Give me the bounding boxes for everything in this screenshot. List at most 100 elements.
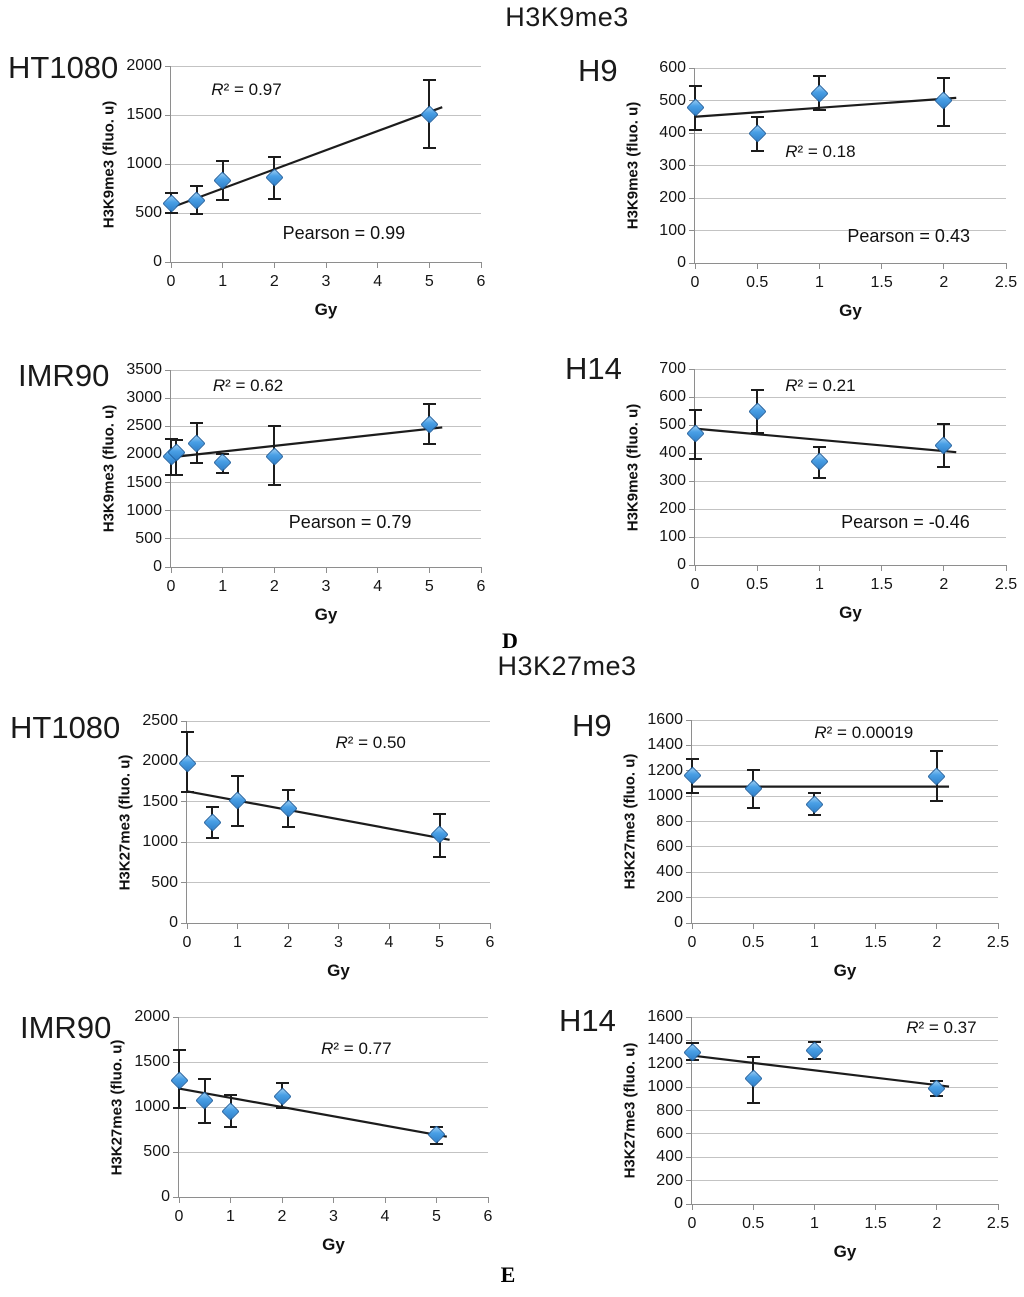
x-axis-tick [222,567,224,573]
x-tick-label: 4 [380,1208,390,1225]
error-bar-cap-bottom [169,474,183,477]
error-bar-cap-bottom [812,109,826,112]
y-tick-label: 1000 [134,1098,170,1115]
x-tick-label: 2 [939,274,949,291]
y-tick-label: 600 [656,1124,683,1142]
y-gridline [695,132,1006,134]
y-gridline [692,1156,998,1158]
x-axis-tick [936,1204,938,1210]
y-tick-label: 1500 [142,792,178,810]
y-axis-tick [686,719,692,721]
y-tick-label: 800 [656,812,683,830]
panel-e-title: H3K27me3 [497,651,637,681]
y-axis-title: H3K27me3 (fluo. u) [108,1039,126,1175]
y-gridline [171,397,481,399]
r-squared-label: R² = 0.00019 [814,723,914,743]
data-point-marker [265,168,284,187]
error-bar-cap-bottom [172,1107,186,1110]
error-bar-cap-top [937,423,951,426]
y-tick-label: 2000 [126,445,162,463]
data-point-marker [685,424,705,444]
x-tick-label: 1 [218,273,228,290]
y-tick-label: 200 [659,500,686,517]
y-axis-tick [165,114,171,116]
y-tick-label: 2000 [142,752,178,770]
y-axis-tick [686,1180,692,1182]
data-point-marker [805,795,824,814]
x-tick-label: 4 [373,273,383,290]
error-bar-cap-bottom [746,806,760,809]
x-axis-title: Gy [327,961,350,980]
cell-line-label-h14-k9: H14 [565,351,622,386]
x-tick-label: 3 [321,578,331,595]
error-bar-cap-top [746,1055,760,1058]
pearson-label: Pearson = 0.99 [282,222,406,243]
y-gridline [187,882,490,884]
error-bar-cap-bottom [216,199,230,202]
x-axis-tick [813,1204,815,1210]
y-tick-label: 0 [674,914,683,931]
y-axis-title: H3K9me3 (fluo. u) [624,101,642,230]
error-bar-cap-bottom [190,462,204,465]
y-axis-tick [686,1110,692,1111]
error-bar-cap-bottom [275,1107,289,1110]
y-axis-tick [689,132,695,134]
error-bar-cap-top [422,402,436,405]
x-axis-tick [756,565,758,571]
y-gridline [187,720,490,722]
y-axis-title: H3K27me3 (fluo. u) [621,753,639,890]
y-gridline [179,1061,488,1063]
data-point-marker [265,446,284,466]
r-squared-label: R² = 0.77 [321,1038,392,1058]
error-bar-cap-bottom [430,1142,443,1145]
y-gridline [695,197,1006,199]
x-tick-label: 2 [932,1215,942,1232]
x-axis-tick [230,1197,231,1203]
error-bar-cap-bottom [231,824,244,827]
error-bar-cap-bottom [807,814,821,817]
x-tick-label: 0.5 [746,274,769,291]
y-gridline [692,770,998,772]
x-axis-tick [428,262,430,268]
x-axis-tick [943,565,945,571]
y-gridline [187,841,490,843]
y-tick-label: 400 [659,444,686,461]
data-point-marker [682,765,702,785]
x-axis-tick [178,1197,180,1203]
y-tick-label: 500 [659,416,686,433]
x-tick-label: 1.5 [870,274,893,291]
y-axis-tick [181,801,187,803]
y-gridline [692,846,998,848]
r-squared-label: R² = 0.97 [211,79,282,99]
x-tick-label: 2 [939,576,949,593]
y-axis-title: H3K9me3 (fluo. u) [624,403,642,531]
y-axis-tick [686,1156,692,1158]
data-point-marker [228,790,247,810]
y-tick-label: 3000 [126,389,162,407]
y-axis-tick [165,163,171,165]
y-tick-label: 300 [659,472,686,489]
x-axis-tick [813,923,815,929]
chart-h14-h3k27me3: R² = 0.37 H3K27me3 (fluo. u) Gy 0 200 400 6… [621,1008,1009,1261]
error-bar-cap-top [224,1093,237,1096]
error-bar-cap-top [281,789,295,792]
y-tick-label: 2000 [126,57,162,74]
r-squared-label: R² = 0.62 [212,375,284,395]
x-tick-label: 2.5 [986,934,1010,951]
x-axis-tick [439,923,440,929]
x-axis-tick [333,1197,334,1203]
y-axis-tick [689,262,695,264]
x-axis-tick [325,567,327,573]
error-bar-cap-top [267,424,281,427]
y-gridline [171,482,481,484]
x-tick-label: 4 [373,578,383,595]
y-tick-label: 1000 [647,1078,683,1096]
x-tick-label: 1 [809,934,819,951]
y-axis-tick [165,566,171,568]
y-gridline [692,1039,998,1041]
y-gridline [692,1016,998,1018]
x-axis-title: Gy [322,1235,345,1254]
error-bar-cap-top [275,1081,289,1084]
y-tick-label: 1400 [647,1031,683,1049]
